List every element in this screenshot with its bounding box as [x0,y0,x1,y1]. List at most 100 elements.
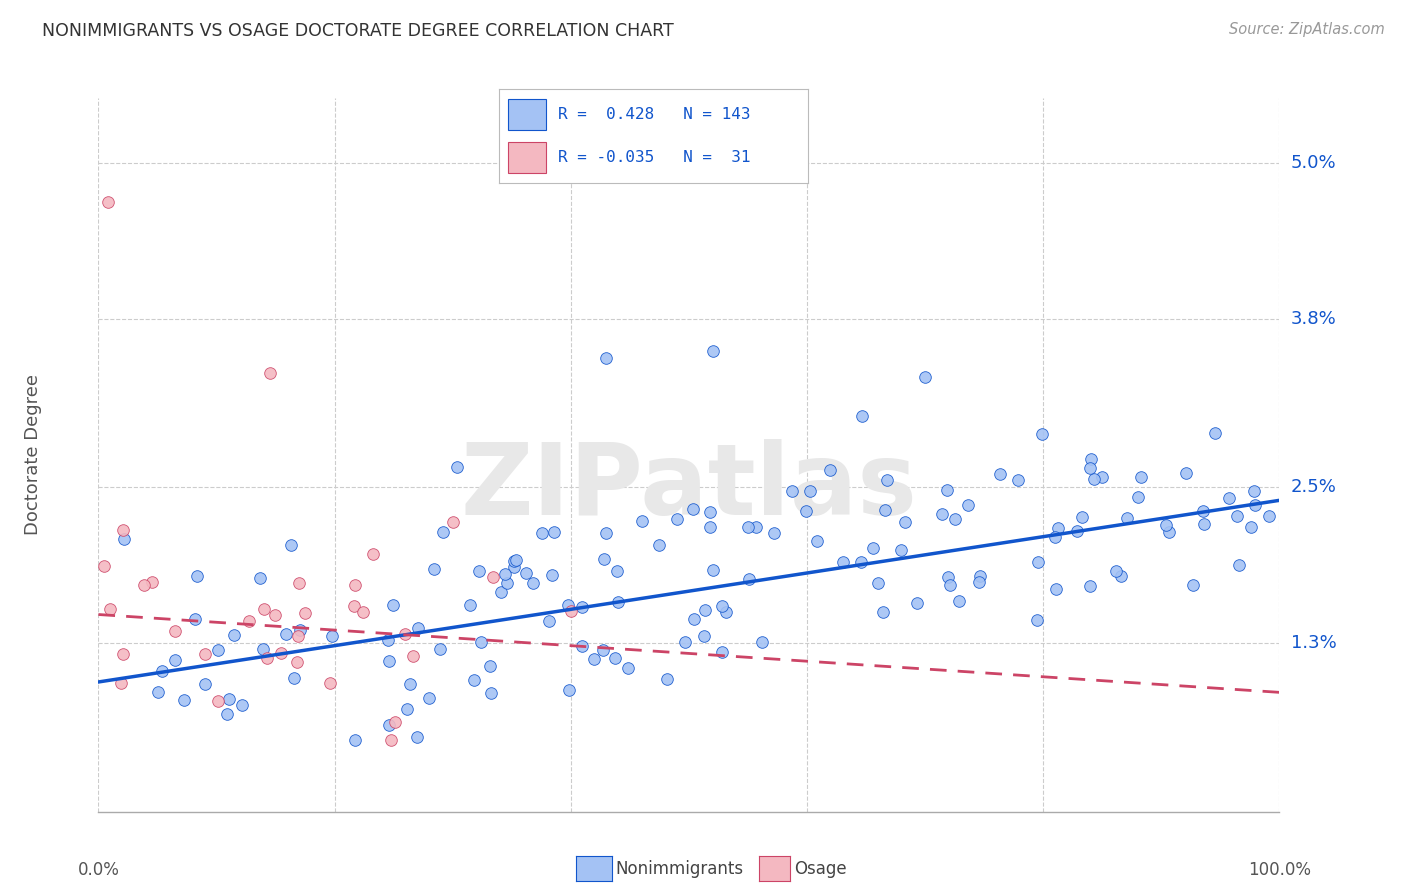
Point [1080,451,1102,466]
Point [1070,510,1092,524]
Point [321,630,343,644]
Point [381,598,404,612]
Point [560,604,582,618]
Point [505,553,527,567]
Point [259,366,281,380]
Point [1026,555,1049,569]
Point [710,645,733,659]
Point [1204,425,1226,440]
Point [890,543,912,558]
Point [184,612,207,626]
Point [905,596,928,610]
Point [394,627,416,641]
Point [503,559,526,574]
Point [112,532,135,546]
Point [938,577,960,591]
Point [406,731,429,745]
Point [97,194,120,209]
Point [446,460,468,475]
Point [264,608,287,623]
Text: R =  0.428   N = 143: R = 0.428 N = 143 [558,107,751,122]
Point [344,578,367,592]
Point [780,484,803,499]
Point [832,555,855,569]
Point [470,635,492,649]
Point [1156,518,1178,533]
Point [699,505,721,519]
Point [763,526,786,541]
Point [141,574,163,589]
Point [1157,525,1180,540]
Point [343,733,366,747]
Point [111,647,134,661]
Point [1226,509,1249,524]
Point [249,570,271,584]
Point [276,627,298,641]
Point [683,612,706,626]
Point [872,605,894,619]
Point [1240,520,1263,534]
Point [479,658,502,673]
Point [1091,469,1114,483]
Point [1026,613,1049,627]
Text: 0.0%: 0.0% [77,861,120,879]
Point [530,526,553,541]
Point [522,575,544,590]
Point [270,647,292,661]
Point [948,594,970,608]
Text: 3.8%: 3.8% [1291,310,1336,327]
Point [1257,508,1279,523]
Point [702,344,724,359]
Point [173,693,195,707]
Point [873,503,896,517]
Text: R = -0.035   N =  31: R = -0.035 N = 31 [558,150,751,165]
Point [238,614,260,628]
Point [582,652,605,666]
Point [418,691,440,706]
Point [163,624,186,638]
Point [849,555,872,569]
Point [377,632,399,647]
Point [378,718,401,732]
Text: Nonimmigrants: Nonimmigrants [616,860,744,878]
Point [1078,460,1101,475]
Point [352,606,374,620]
Point [402,649,425,664]
Point [1105,564,1128,578]
Point [606,564,628,578]
Point [936,569,959,583]
Point [593,552,616,566]
Point [693,629,716,643]
Point [914,370,936,384]
Point [710,599,733,613]
Point [655,672,678,686]
Point [342,599,364,614]
Point [283,671,305,685]
Point [666,512,689,526]
Point [1192,504,1215,518]
Point [617,660,640,674]
Point [1175,467,1198,481]
Point [558,682,581,697]
Text: NONIMMIGRANTS VS OSAGE DOCTORATE DEGREE CORRELATION CHART: NONIMMIGRANTS VS OSAGE DOCTORATE DEGREE … [42,22,673,40]
Point [252,642,274,657]
Point [482,570,505,584]
Point [503,554,526,568]
Point [682,502,704,516]
Point [936,483,959,498]
Point [186,568,208,582]
Point [1243,498,1265,512]
Point [1194,516,1216,531]
Point [290,623,312,637]
Point [148,685,170,699]
Point [1045,582,1067,596]
Point [1227,558,1250,572]
Point [489,585,512,599]
FancyBboxPatch shape [509,98,546,130]
Point [194,647,217,661]
Point [495,576,517,591]
Point [217,707,239,722]
Point [738,573,761,587]
Point [571,600,593,615]
Point [463,673,485,688]
